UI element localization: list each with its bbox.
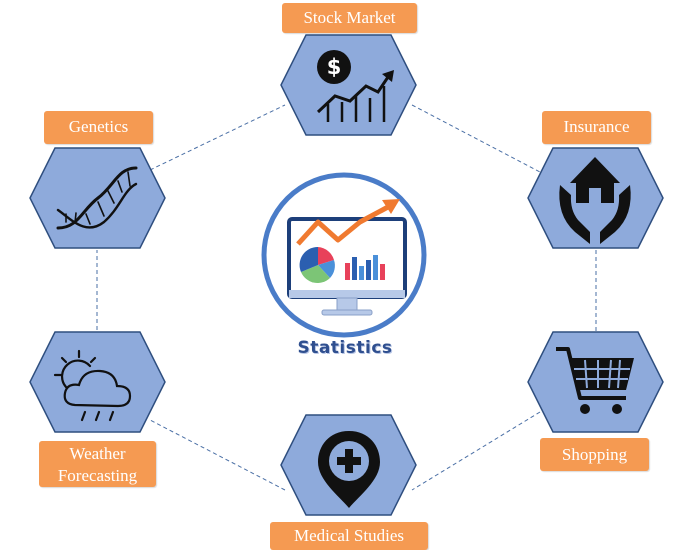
connector-genetics-stock — [149, 104, 286, 171]
connector-lines — [96, 104, 597, 491]
medical-pin-icon — [318, 431, 380, 508]
center-bars-icon — [345, 255, 385, 280]
node-label-insurance: Insurance — [542, 111, 651, 144]
connector-medical-weather — [149, 419, 286, 491]
house-hands-icon — [559, 157, 631, 244]
connector-shopping-medical — [411, 411, 541, 491]
node-label-stock: Stock Market — [282, 3, 417, 33]
trend-arrow-icon — [296, 199, 400, 246]
hexagon-stock — [280, 34, 417, 136]
center-title: Statistics — [297, 338, 393, 358]
node-label-shopping: Shopping — [540, 438, 649, 471]
dollar-chart-icon: $ — [316, 50, 394, 122]
node-label-weather: Weather Forecasting — [39, 441, 156, 487]
node-label-medical: Medical Studies — [270, 522, 428, 550]
node-label-genetics: Genetics — [44, 111, 153, 144]
dna-icon — [56, 166, 138, 230]
node-label-weather-line2: Forecasting — [57, 466, 138, 485]
node-label-weather-line1: Weather — [69, 444, 126, 463]
weather-cloud-sun-icon — [53, 349, 132, 422]
center-pie-icon — [299, 246, 335, 283]
connector-stock-insurance — [411, 104, 541, 173]
statistics-monitor-chart-icon — [261, 172, 427, 338]
shopping-cart-icon — [556, 347, 634, 414]
svg-text:$: $ — [327, 55, 342, 79]
